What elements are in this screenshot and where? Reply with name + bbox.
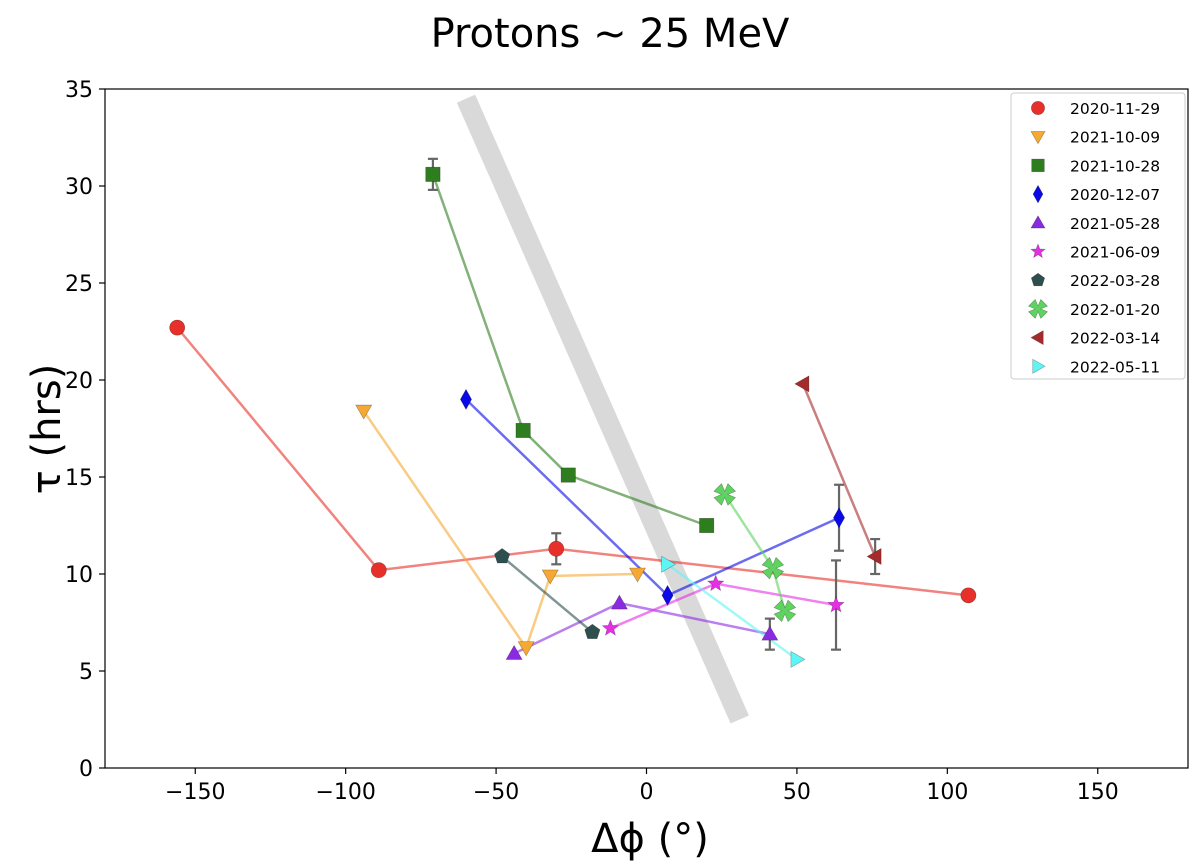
legend-label: 2022-01-20 <box>1070 301 1160 319</box>
legend-marker-2021-06-09 <box>1030 243 1046 259</box>
legend-label: 2022-03-28 <box>1070 272 1160 290</box>
marker-2021-10-28 <box>515 422 531 438</box>
x-tick-label: −100 <box>315 780 375 805</box>
series-line-2022-03-28 <box>501 555 594 634</box>
series-line-2022-03-14 <box>801 383 877 558</box>
y-tick-label: 25 <box>65 272 93 297</box>
y-axis-label: τ (hrs) <box>24 364 70 495</box>
marker-2021-05-28 <box>610 594 628 610</box>
plot-area: −150 −100 −50 0 50 100 150 0 5 10 15 20 25 30 35 2020-1… <box>65 78 1189 805</box>
legend-box <box>1010 92 1186 380</box>
legend-label: 2021-05-28 <box>1070 215 1160 233</box>
legend-marker-2021-10-09 <box>1030 131 1046 145</box>
marker-2022-01-20 <box>773 599 797 623</box>
legend-label: 2020-11-29 <box>1070 100 1160 118</box>
marker-2022-05-11 <box>790 650 806 668</box>
x-axis-label: Δϕ (°) <box>591 816 709 862</box>
marker-2022-03-14 <box>866 548 882 566</box>
legend-marker-2021-05-28 <box>1030 215 1046 229</box>
series-line-2020-11-29 <box>176 326 969 597</box>
legend-marker-2022-05-11 <box>1032 358 1046 374</box>
x-tick-label: −150 <box>165 780 225 805</box>
marker-2022-03-28 <box>584 623 601 639</box>
series-line-2021-10-28 <box>431 173 708 527</box>
marker-2020-12-07 <box>833 507 845 529</box>
legend-marker-2022-01-20 <box>1028 298 1048 319</box>
y-tick-label: 5 <box>79 660 93 685</box>
trend-band <box>456 94 749 724</box>
legend-label: 2020-12-07 <box>1070 186 1160 204</box>
legend-label: 2021-10-09 <box>1070 129 1160 147</box>
marker-2022-03-14 <box>794 375 810 393</box>
legend-marker-2020-11-29 <box>1031 101 1045 115</box>
marker-2021-05-28 <box>761 625 779 641</box>
marker-2020-11-29 <box>548 540 565 557</box>
y-tick-label: 0 <box>79 757 93 782</box>
legend-marker-2020-12-07 <box>1032 184 1044 204</box>
marker-2020-12-07 <box>661 584 674 606</box>
marker-2022-01-20 <box>761 556 785 580</box>
y-tick-label: 10 <box>65 563 93 588</box>
marker-2020-11-29 <box>169 319 186 336</box>
legend-label: 2022-03-14 <box>1070 330 1160 348</box>
legend-label: 2021-10-28 <box>1070 157 1160 175</box>
x-tick-label: 0 <box>640 780 654 805</box>
marker-2021-10-28 <box>425 166 441 182</box>
legend-label: 2022-05-11 <box>1070 358 1160 376</box>
legend-marker-2022-03-28 <box>1030 272 1046 287</box>
chart-title: Protons ~ 25 MeV <box>431 11 790 57</box>
marker-2021-10-09 <box>541 569 559 585</box>
y-tick-label: 35 <box>65 78 93 103</box>
marker-2022-03-28 <box>494 548 511 564</box>
marker-2021-10-09 <box>628 567 646 583</box>
x-tick-label: 50 <box>783 780 811 805</box>
x-tick-label: −50 <box>473 780 519 805</box>
x-tick-label: 150 <box>1077 780 1119 805</box>
legend-marker-2021-10-28 <box>1031 158 1045 173</box>
marker-2021-06-09 <box>601 619 620 636</box>
marker-2021-05-28 <box>505 644 523 660</box>
legend-marker-2022-03-14 <box>1030 330 1044 346</box>
marker-2020-12-07 <box>460 388 472 411</box>
y-tick-label: 15 <box>65 466 93 491</box>
series-line-2022-05-11 <box>666 563 798 661</box>
marker-2021-10-09 <box>355 404 373 420</box>
marker-2021-06-09 <box>706 574 725 592</box>
marker-2022-05-11 <box>661 555 677 573</box>
marker-2021-10-28 <box>699 517 715 533</box>
marker-2020-11-29 <box>960 587 977 604</box>
legend: 2020-11-29 2021-10-09 2021-10-28 2020-12-07… <box>1010 92 1186 380</box>
marker-2021-10-09 <box>517 641 535 657</box>
marker-2021-06-09 <box>827 595 845 613</box>
x-tick-label: 100 <box>926 780 968 805</box>
legend-label: 2021-06-09 <box>1070 244 1160 262</box>
series-line-2021-10-09 <box>362 410 638 651</box>
marker-2020-11-29 <box>370 562 387 579</box>
marker-2021-10-28 <box>560 467 576 483</box>
marker-2022-01-20 <box>713 483 737 506</box>
y-tick-label: 30 <box>65 175 93 200</box>
y-tick-label: 20 <box>65 369 93 394</box>
